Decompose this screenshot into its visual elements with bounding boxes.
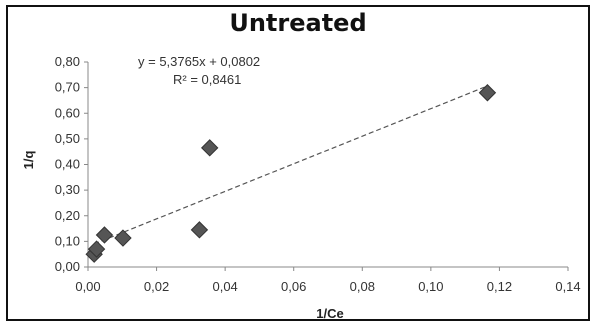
trendline [93, 85, 488, 245]
chart-frame [6, 5, 590, 321]
data-point [478, 84, 497, 102]
y-axis-title: 1/q [21, 151, 36, 170]
y-tick-label: 0,70 [55, 80, 80, 95]
y-tick-label: 0,60 [55, 105, 80, 120]
y-tick-label: 0,00 [55, 259, 80, 274]
data-point [95, 226, 114, 244]
y-tick-label: 0,40 [55, 157, 80, 172]
x-axis-ticks: 0,00 0,02 0,04 0,06 0,08 0,10 0,12 0,14 [75, 267, 581, 294]
data-points [85, 84, 497, 263]
data-point [87, 240, 106, 258]
data-point [190, 221, 209, 239]
y-axis-ticks: 0,00 0,10 0,20 0,30 0,40 0,50 0,60 0,70 0,80 [55, 54, 88, 274]
y-tick-label: 0,20 [55, 208, 80, 223]
data-point [201, 139, 219, 157]
y-tick-label: 0,30 [55, 182, 80, 197]
x-axis-title: 1/Ce [316, 306, 343, 321]
x-tick-label: 0,08 [350, 279, 375, 294]
x-tick-label: 0,02 [144, 279, 169, 294]
y-tick-label: 0,10 [55, 233, 80, 248]
x-tick-label: 0,12 [487, 279, 512, 294]
trendline-equation: y = 5,3765x + 0,0802 [138, 54, 260, 69]
y-tick-label: 0,50 [55, 131, 80, 146]
data-point [114, 229, 132, 247]
trendline-r2: R² = 0,8461 [173, 72, 241, 87]
x-tick-label: 0,06 [281, 279, 306, 294]
x-tick-label: 0,14 [555, 279, 580, 294]
x-tick-label: 0,00 [75, 279, 100, 294]
x-tick-label: 0,04 [212, 279, 237, 294]
x-tick-label: 0,10 [418, 279, 443, 294]
y-tick-label: 0,80 [55, 54, 80, 69]
chart-title: Untreated [229, 9, 366, 37]
